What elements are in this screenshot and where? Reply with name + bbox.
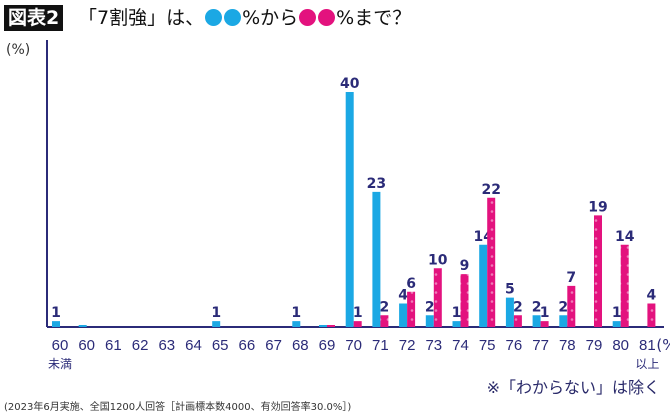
x-tick-label: 67 [265,337,282,354]
data-label: 2 [532,299,542,315]
x-tick-label: 61 [105,337,122,354]
figure-label: 図表2 [4,5,64,31]
x-tick-label: 74 [452,337,469,354]
bar-blue [452,321,461,327]
bar-pink [460,274,469,327]
bar-pink [567,285,576,327]
bar-blue [78,325,87,327]
x-tick-sublabel: 未満 [48,357,72,371]
data-label: 1 [51,305,61,321]
x-tick-label: 76 [506,337,523,354]
bar-pink [353,321,362,327]
data-label: 1 [211,305,221,321]
data-label: 6 [406,276,416,292]
bar-pink [540,321,549,327]
data-label: 1 [540,305,550,321]
bar-pink [407,291,416,327]
bar-blue [319,325,327,327]
data-label: 7 [566,270,576,286]
data-label: 22 [481,182,500,198]
data-label: 5 [505,282,515,298]
pink-dots-icon [298,7,336,29]
bar-blue [345,92,354,327]
x-tick-label: 77 [532,337,549,354]
y-axis-unit: (%) [6,42,31,58]
data-label: 2 [425,299,435,315]
data-label: 1 [452,305,462,321]
bar-blue [372,191,381,327]
bar-blue [52,321,60,327]
bar-blue [479,244,488,327]
bar-blue [212,321,221,327]
bar-pink [620,244,629,327]
data-label: 1 [612,305,622,321]
x-tick-label: 64 [185,337,202,354]
x-tick-label: 78 [559,337,576,354]
data-label: 4 [647,288,657,304]
x-tick-label: 81 [639,337,656,354]
chart-title: 「7割強」は、 %から %まで？ [78,6,411,30]
x-tick-label: 69 [319,337,336,354]
data-label: 4 [398,288,408,304]
note: ※「わからない」は除く [486,378,660,397]
bar-blue [559,315,568,327]
bar-blue [399,303,408,327]
bar-pink [327,325,335,327]
data-label: 40 [340,76,360,92]
bar-pink [380,315,389,327]
bar-blue [532,315,541,327]
data-label: 9 [460,258,470,274]
data-label: 2 [558,299,568,315]
bar-pink [647,303,656,327]
x-tick-label: 75 [479,337,496,354]
title-prefix: 「7割強」は、 [78,7,205,29]
data-label: 2 [513,299,523,315]
data-label: 19 [588,199,607,215]
x-tick-label: 60 [52,337,69,354]
bar-pink [594,215,602,327]
data-label: 2 [380,299,390,315]
bar-pink [487,197,496,327]
x-tick-label: 68 [292,337,309,354]
x-tick-label: 79 [586,337,603,354]
bar-blue [505,297,514,327]
title-suffix: %まで？ [336,7,412,29]
x-tick-label: 62 [132,337,149,354]
bar-pink [433,268,442,327]
blue-dots-icon [204,7,242,29]
data-label: 1 [353,305,363,321]
x-tick-label: 73 [425,337,442,354]
data-label: 1 [291,305,301,321]
x-tick-label: 71 [372,337,389,354]
source-note: (2023年6月実施、全国1200人回答［計画標本数4000、有効回答率30.0… [4,402,352,413]
x-axis-unit: (%) [656,336,670,354]
x-tick-label: 60 [78,337,95,354]
title-mid: %から [242,7,299,29]
x-tick-label: 63 [158,337,175,354]
x-tick-label: 70 [345,337,362,354]
x-tick-sublabel: 以上 [635,357,659,371]
x-tick-label: 72 [399,337,416,354]
data-label: 14 [615,229,635,245]
data-label: 23 [367,176,386,192]
bar-pink [513,315,522,327]
x-tick-label: 80 [612,337,629,354]
bar-blue [612,321,621,327]
data-label: 10 [428,252,448,268]
bar-blue [425,315,434,327]
x-tick-label: 65 [212,337,229,354]
x-tick-label: 66 [239,337,256,354]
bar-blue [292,321,301,327]
